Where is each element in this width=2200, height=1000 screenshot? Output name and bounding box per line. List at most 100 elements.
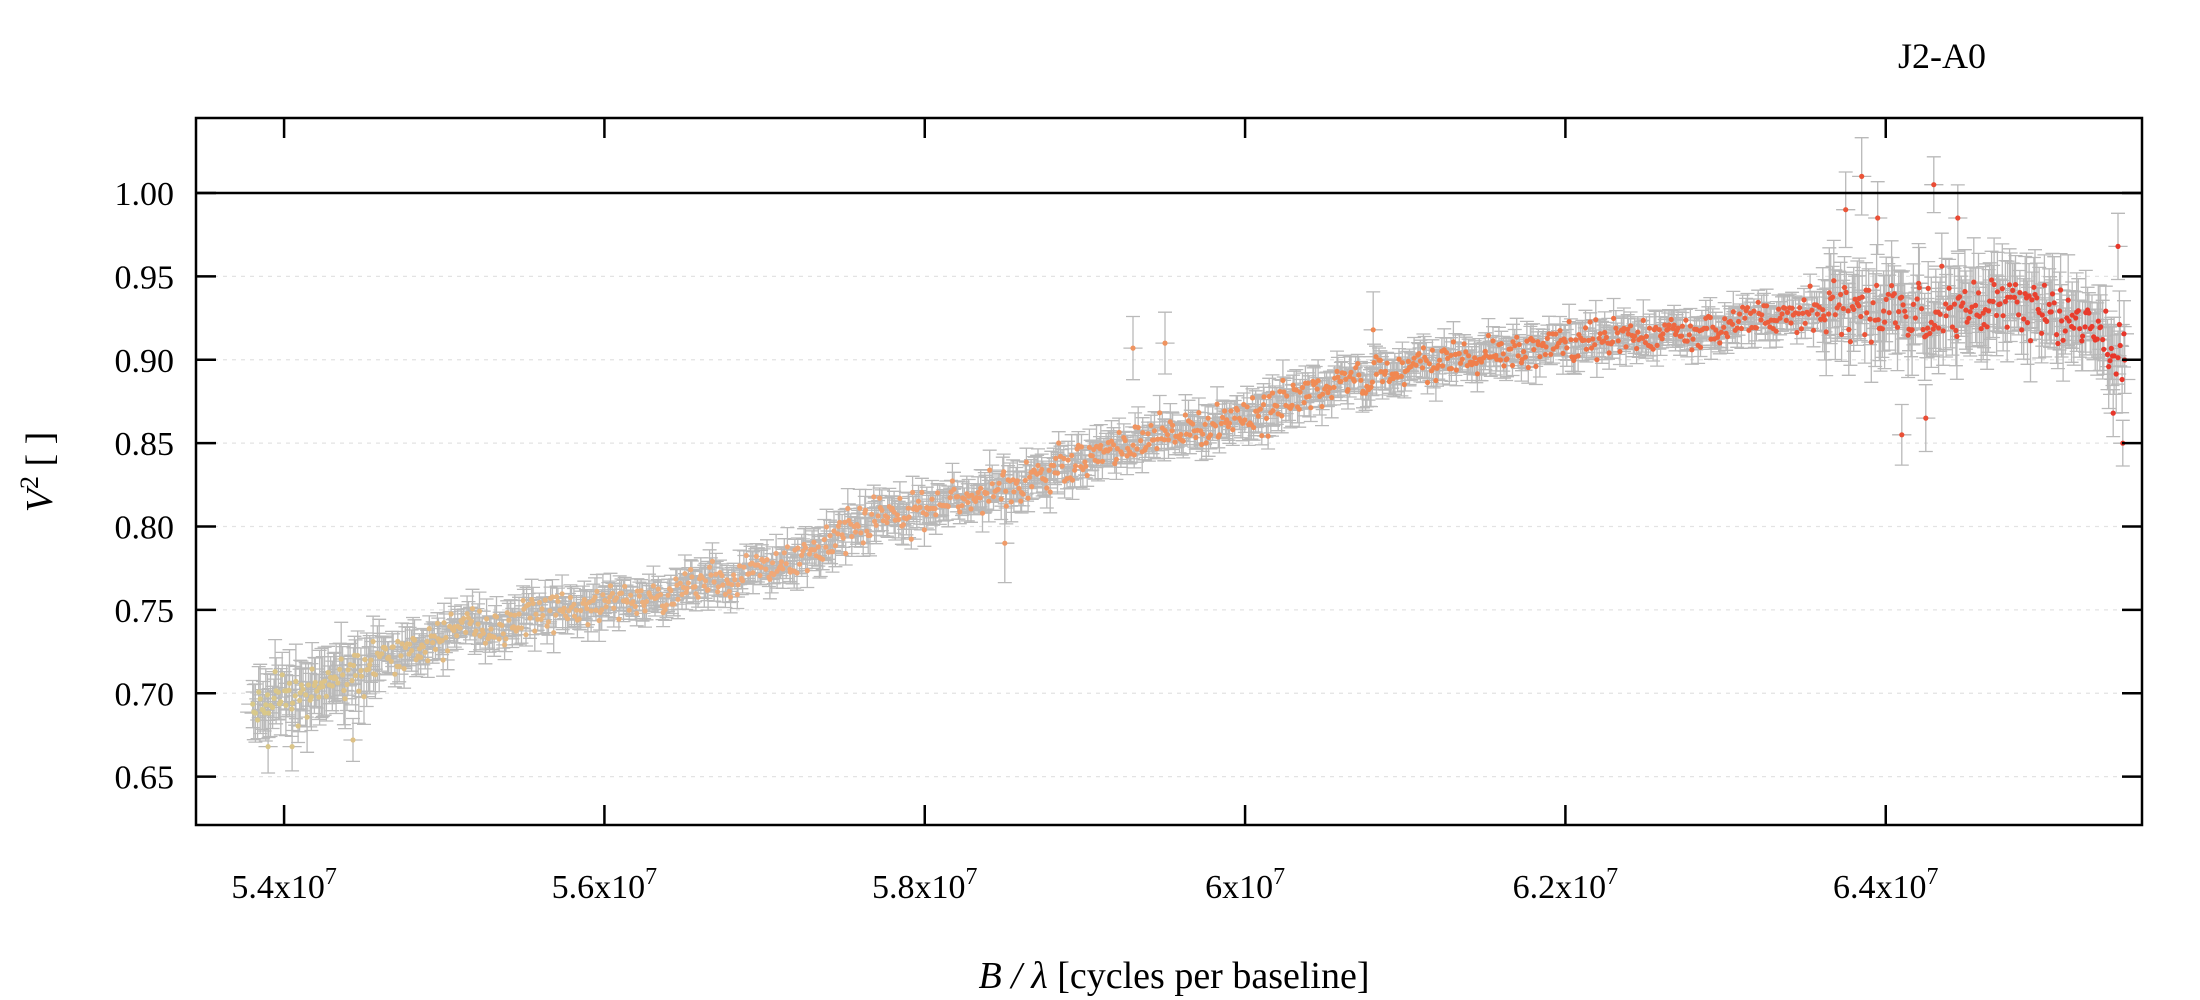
data-point (842, 519, 848, 525)
data-point (715, 584, 722, 590)
data-point (320, 684, 326, 690)
data-point (398, 653, 404, 659)
data-point (1089, 453, 1095, 459)
data-point (1544, 335, 1550, 341)
data-point (1131, 452, 1137, 458)
data-point (794, 570, 800, 576)
data-point (2089, 323, 2095, 330)
data-point (2039, 312, 2045, 318)
data-point (959, 503, 965, 509)
data-point (677, 580, 683, 586)
data-point (770, 560, 776, 566)
data-point (395, 638, 401, 645)
data-point (1161, 437, 1167, 443)
data-point (2110, 410, 2116, 416)
data-point (849, 533, 855, 540)
data-point (1831, 278, 1837, 284)
data-point (2019, 327, 2025, 333)
data-point (1353, 365, 1359, 371)
data-point (1594, 357, 1600, 363)
data-point (897, 495, 903, 501)
data-point (763, 566, 769, 572)
data-point (969, 492, 975, 498)
data-point (1138, 438, 1144, 444)
data-point (1230, 427, 1236, 433)
data-point (979, 510, 986, 516)
data-point (2107, 358, 2113, 364)
data-point (1320, 391, 1326, 397)
data-point (1305, 380, 1311, 386)
data-point (984, 490, 990, 496)
data-point (872, 518, 878, 525)
data-point (949, 478, 956, 484)
data-point (1196, 410, 1202, 416)
data-point (767, 576, 773, 582)
data-point (1065, 457, 1071, 463)
data-point (1263, 415, 1270, 421)
data-point (1266, 393, 1272, 399)
data-point (1056, 440, 1062, 446)
data-point (1866, 287, 1872, 293)
data-point (484, 616, 490, 622)
data-point (1916, 285, 1922, 291)
data-point (1960, 300, 1966, 306)
data-point (1751, 308, 1757, 314)
data-point (1932, 322, 1938, 328)
data-point (1207, 432, 1214, 438)
data-point (975, 489, 981, 496)
data-point (1975, 290, 1982, 296)
data-point (955, 494, 961, 500)
data-point (1003, 488, 1009, 494)
data-point (386, 654, 392, 660)
data-point (1327, 385, 1333, 391)
data-point (1889, 283, 1895, 289)
data-point (1373, 371, 1379, 377)
data-point (290, 700, 296, 706)
data-point (2008, 294, 2014, 300)
data-point (2049, 291, 2056, 297)
data-point (1214, 401, 1220, 407)
data-point (1396, 356, 1402, 362)
data-point (797, 561, 803, 567)
data-point (726, 588, 732, 595)
data-point (2108, 345, 2114, 351)
data-point (1165, 437, 1172, 443)
data-point (778, 559, 785, 565)
data-point (510, 624, 517, 630)
data-point (1613, 325, 1619, 331)
data-point (1525, 364, 1531, 371)
data-point (757, 572, 763, 579)
data-point (1927, 330, 1933, 336)
data-point (1801, 297, 1807, 303)
data-point (607, 583, 614, 589)
x-tick-label: 6.4x107 (1833, 864, 1939, 906)
data-point (860, 540, 866, 546)
data-point (1724, 334, 1731, 340)
data-point (905, 505, 911, 511)
data-point (252, 710, 258, 716)
data-point (255, 717, 261, 723)
data-point (1851, 306, 1857, 312)
data-point (1886, 310, 1892, 316)
data-point (1003, 503, 1009, 509)
data-point (1382, 368, 1389, 374)
data-point (1242, 417, 1248, 423)
data-point (2044, 318, 2050, 324)
data-point (679, 591, 685, 598)
data-point (1512, 343, 1518, 349)
data-point (1740, 304, 1746, 310)
data-point (642, 608, 648, 614)
data-point (491, 634, 497, 640)
data-point (1679, 333, 1685, 339)
data-point (2024, 320, 2031, 326)
data-point (823, 544, 829, 550)
data-point (1753, 325, 1759, 331)
data-point (1856, 303, 1862, 309)
data-point (1306, 393, 1312, 399)
data-point (1810, 327, 1817, 333)
data-point (473, 628, 479, 634)
data-point (1737, 311, 1743, 317)
data-point (1072, 467, 1078, 473)
data-point (416, 646, 423, 652)
data-point (1609, 339, 1616, 345)
